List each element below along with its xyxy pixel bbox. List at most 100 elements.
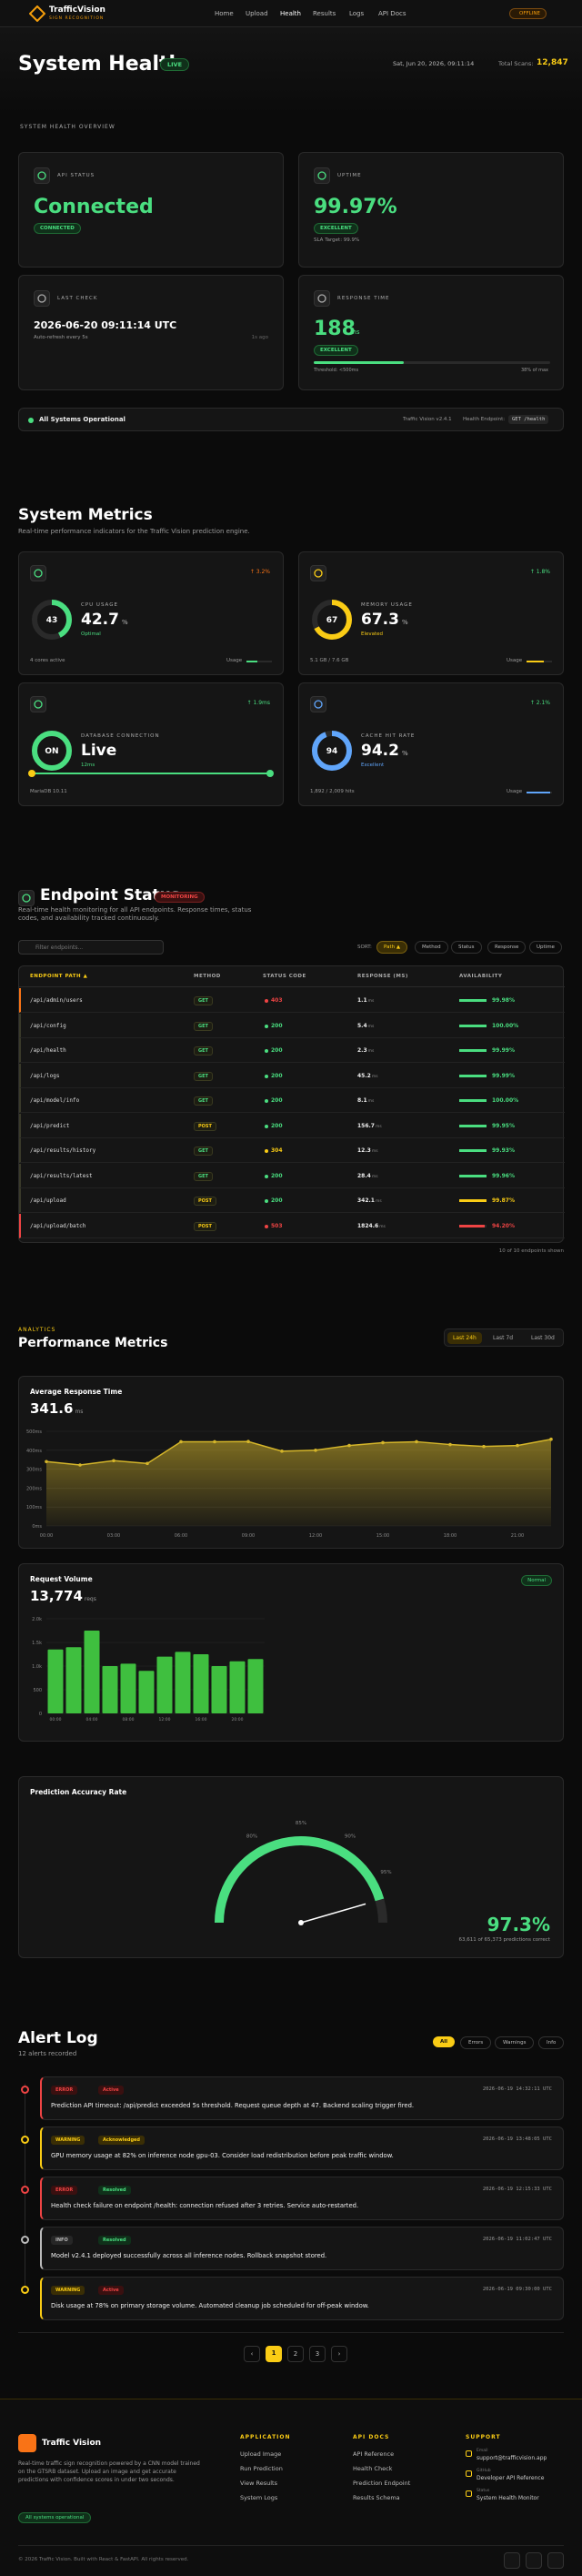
timeline-dot	[21, 2186, 29, 2194]
column-header: AVAILABILITY	[459, 974, 503, 979]
card-note: Auto-refresh every 5s	[34, 335, 88, 340]
sort-button[interactable]: Response	[487, 941, 527, 954]
x-tick-label: 21:00	[511, 1533, 524, 1539]
level-badge: ERROR	[51, 2086, 78, 2095]
status-code: 200	[271, 1022, 283, 1029]
graphic: ON	[32, 731, 72, 771]
icon-glyph	[34, 569, 43, 578]
metric-value: 94.2%	[361, 742, 408, 760]
nav-link[interactable]: Upload	[246, 10, 268, 17]
support-link[interactable]: System Health Monitor	[477, 2495, 539, 2501]
status-badge: CONNECTED	[34, 223, 81, 234]
availability-label: 99.87%	[492, 1197, 515, 1204]
filter-button[interactable]: Info	[538, 2036, 565, 2049]
card-note: 38% of max	[520, 368, 548, 373]
metric-unit: %	[401, 619, 408, 626]
nav-link[interactable]: Home	[215, 10, 234, 17]
graphic	[314, 700, 323, 709]
sort-button[interactable]: Uptime	[529, 941, 562, 954]
sort-button[interactable]: Status	[451, 941, 482, 954]
social-button	[547, 2552, 564, 2569]
search-input[interactable]: Filter endpoints...	[18, 940, 164, 955]
sort-button[interactable]: Path ▲	[376, 941, 408, 954]
y-tick-label: 2.0k	[32, 1617, 42, 1622]
chart-card: Prediction Accuracy Rate 80% 85% 90% 95% 97.3…	[18, 1776, 564, 1958]
usage-bar	[527, 792, 551, 793]
endpoint-path: /api/config	[30, 1022, 66, 1029]
footer-heading: SUPPORT	[466, 2434, 501, 2440]
support-link[interactable]: Developer API Reference	[477, 2475, 545, 2481]
page-button[interactable]: ›	[331, 2346, 347, 2362]
footer-link[interactable]: Run Prediction	[240, 2465, 283, 2472]
range-group: Last 24h Last 7d Last 30d	[444, 1328, 564, 1347]
metric-value: 67.3%	[361, 611, 408, 629]
point	[314, 1449, 317, 1452]
chart-unit: ms	[75, 1409, 84, 1415]
line	[45, 1438, 552, 1466]
filter-button[interactable]: All	[433, 2036, 456, 2047]
usage-bar	[527, 661, 544, 662]
icon-glyph	[34, 700, 43, 709]
metric-trend: ↑ 1.9ms	[246, 700, 270, 706]
level-badge: WARNING	[51, 2136, 85, 2145]
availability-bar	[459, 1224, 486, 1227]
section-subtitle: Real-time performance indicators for the…	[18, 528, 250, 535]
page-button[interactable]: 2	[287, 2346, 304, 2362]
availability-label: 100.00%	[492, 1022, 519, 1029]
card-note: Threshold: <500ms	[314, 368, 359, 373]
card-value: 99.97%	[314, 196, 397, 218]
needle	[300, 1903, 366, 1924]
version: Traffic Vision v2.4.1	[403, 417, 452, 422]
support-link[interactable]: support@trafficvision.app	[477, 2455, 547, 2461]
nav-link[interactable]: Logs	[349, 10, 365, 17]
footer-link[interactable]: System Logs	[240, 2494, 278, 2501]
footer-link[interactable]: Health Check	[353, 2465, 393, 2472]
alert-card: WARNING Active 2026-06-19 09:30:00 UTC Disk…	[40, 2277, 564, 2320]
footer-link[interactable]: API Reference	[353, 2450, 395, 2458]
status-code: 403	[271, 997, 283, 1004]
y-tick-label: 1.0k	[32, 1664, 42, 1670]
page-button[interactable]: 1	[266, 2346, 282, 2362]
page-button[interactable]: 3	[309, 2346, 326, 2362]
alert-message: Model v2.4.1 deployed successfully acros…	[51, 2252, 327, 2259]
graphic: 0ms 100ms 200ms 300ms 400ms 500ms 00:00 03:00 06…	[26, 1429, 553, 1539]
response-ms: 45.2ms	[357, 1072, 378, 1079]
metric-label: CPU USAGE	[81, 602, 118, 608]
section-label: ANALYTICS	[18, 1327, 56, 1333]
icon-glyph	[37, 294, 46, 303]
metric-value: Live	[81, 742, 117, 760]
footer-link[interactable]: View Results	[240, 2480, 277, 2487]
table-footnote: 10 of 10 endpoints shown	[498, 1248, 564, 1254]
endpoint-code: GET /health	[508, 415, 549, 424]
range-button[interactable]: Last 24h	[447, 1332, 482, 1344]
icon	[34, 167, 50, 184]
nav-link[interactable]: Results	[313, 10, 336, 17]
range-button[interactable]: Last 7d	[493, 1335, 514, 1341]
filter-button[interactable]: Errors	[460, 2036, 492, 2049]
status-dot	[265, 1224, 268, 1228]
page-button[interactable]: ‹	[244, 2346, 260, 2362]
nav-link[interactable]: Health	[280, 10, 301, 17]
availability-label: 99.96%	[492, 1172, 515, 1179]
status-code: 200	[271, 1197, 283, 1204]
footer-link[interactable]: Prediction Endpoint	[353, 2480, 411, 2487]
x-tick-label: 20:00	[232, 1717, 244, 1722]
endpoint-path: /api/results/latest	[30, 1172, 93, 1179]
footer-link[interactable]: Results Schema	[353, 2494, 400, 2501]
availability-track	[459, 1074, 487, 1077]
endpoint-table: ENDPOINT PATH ▲ METHOD STATUS CODE RESPONSE…	[18, 965, 565, 1243]
metric-state: Optimal	[81, 631, 101, 637]
divider	[18, 2332, 564, 2333]
endpoint-row: /api/predict POST 200 156.7ms 99.95%	[19, 1113, 565, 1138]
icon	[30, 696, 46, 712]
nav-link[interactable]: API Docs	[378, 10, 406, 17]
range-button[interactable]: Last 30d	[531, 1335, 555, 1341]
footer-link[interactable]: Upload Image	[240, 2450, 282, 2458]
sort-button[interactable]: Method	[415, 941, 448, 954]
chart-unit: reqs	[84, 1596, 96, 1602]
point	[482, 1444, 486, 1449]
response-unit: ms	[367, 1024, 375, 1029]
filter-button[interactable]: Warnings	[495, 2036, 535, 2049]
bar	[47, 1649, 64, 1713]
point	[549, 1437, 553, 1441]
